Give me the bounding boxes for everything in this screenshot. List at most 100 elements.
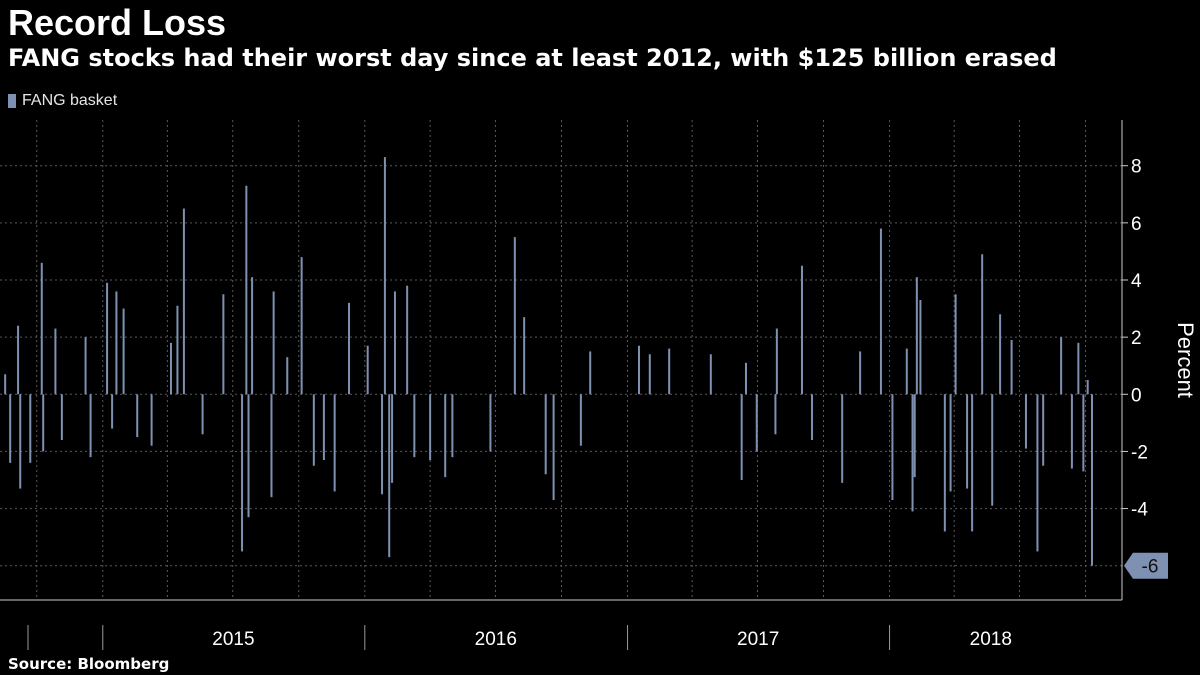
bar [638, 345, 641, 395]
bar [1091, 394, 1093, 566]
legend: FANG basket [8, 92, 117, 110]
y-tick-label: 8 [1131, 157, 1142, 178]
y-tick-label: -4 [1131, 500, 1148, 521]
bar [991, 394, 994, 506]
bar [54, 328, 57, 395]
y-tick-label: 4 [1131, 271, 1142, 292]
bar [1060, 337, 1063, 395]
bar [954, 294, 957, 395]
bar [971, 394, 974, 532]
chart-subtitle: FANG stocks had their worst day since at… [8, 44, 1057, 72]
bar [589, 351, 592, 395]
bar [413, 394, 416, 458]
bar [879, 228, 882, 395]
bar [89, 394, 92, 458]
bar [393, 291, 396, 395]
bar [841, 394, 844, 483]
bar [366, 345, 369, 395]
last-value-label: -6 [1142, 557, 1159, 578]
bar [251, 277, 254, 395]
bar [286, 357, 289, 395]
bar [9, 394, 12, 463]
bar [999, 314, 1002, 395]
bar [709, 354, 712, 395]
bar [774, 394, 777, 435]
bar [915, 277, 918, 395]
bar [579, 394, 582, 446]
bar [1010, 340, 1013, 395]
y-tick-label: 2 [1131, 328, 1142, 349]
bar [966, 394, 969, 489]
bar [222, 294, 225, 395]
bar [859, 351, 862, 395]
bar [169, 342, 172, 395]
bar [17, 325, 20, 395]
bar [775, 328, 778, 395]
bars [4, 157, 1093, 566]
x-axis: 2015 2016 2017 2018 [0, 599, 1122, 650]
bar [489, 394, 492, 452]
bar [106, 282, 109, 395]
bar [19, 394, 22, 489]
bar [245, 185, 248, 395]
bar [451, 394, 454, 458]
bar [740, 394, 743, 480]
bar [84, 337, 87, 395]
bar [388, 394, 391, 558]
bar [122, 308, 125, 395]
bar [176, 305, 179, 395]
y-tick-label: 6 [1131, 214, 1142, 235]
bar [744, 362, 747, 395]
bar [905, 348, 908, 395]
bar [648, 354, 651, 395]
y-axis-label: Percent [1173, 322, 1198, 398]
bar [429, 394, 432, 460]
bar [1024, 394, 1027, 449]
bar [552, 394, 555, 500]
chart-title: Record Loss [8, 2, 227, 43]
bar [444, 394, 447, 478]
bar [981, 254, 984, 395]
y-tick-label: 0 [1131, 385, 1142, 406]
bar [383, 157, 386, 395]
bar [201, 394, 204, 435]
bar [523, 317, 526, 395]
bar [943, 394, 946, 532]
bar [150, 394, 153, 446]
bar [919, 300, 922, 395]
bar [29, 394, 32, 463]
bar [1070, 394, 1073, 469]
bar [1036, 394, 1039, 552]
bar [300, 257, 303, 395]
bar [312, 394, 315, 466]
y-tick-label: -2 [1131, 442, 1148, 463]
bar [1086, 380, 1089, 395]
bar [1077, 342, 1080, 395]
bar [513, 237, 516, 395]
bar [247, 394, 250, 518]
bar [182, 208, 185, 395]
bar [913, 394, 916, 478]
bar [111, 394, 114, 429]
legend-label: FANG basket [22, 92, 118, 109]
bar [42, 394, 45, 452]
bar [136, 394, 139, 438]
bar [272, 291, 275, 395]
gridlines [0, 120, 1122, 600]
year-label: 2017 [737, 629, 779, 650]
bar [911, 394, 914, 512]
bar [406, 285, 409, 395]
bar [4, 374, 7, 395]
bar [1082, 394, 1085, 472]
bar [391, 394, 394, 483]
bar [949, 394, 952, 492]
last-value-marker: -6 [1124, 552, 1168, 579]
last-value-flag [1124, 552, 1168, 579]
bar [322, 394, 325, 460]
bar [544, 394, 547, 475]
legend-swatch [8, 94, 16, 108]
source-note: Source: Bloomberg [8, 655, 170, 673]
y-axis: -4 -2 0 2 4 6 8 Percent [1121, 120, 1198, 600]
year-label: 2016 [475, 629, 517, 650]
